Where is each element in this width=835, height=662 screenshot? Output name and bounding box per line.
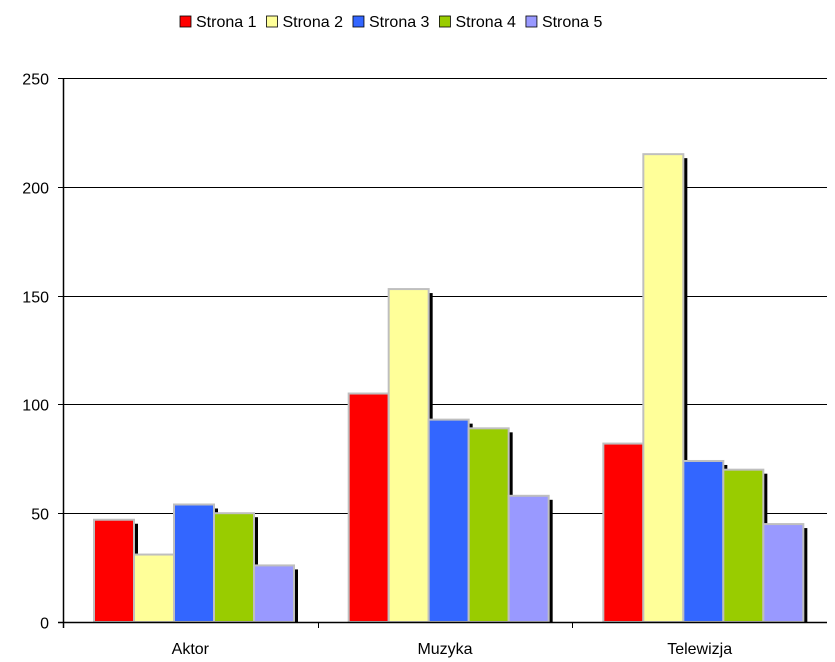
legend-swatch	[352, 15, 365, 28]
bar	[173, 503, 215, 623]
bar	[213, 512, 255, 624]
legend-swatch	[179, 15, 192, 28]
bar	[427, 418, 470, 623]
legend-swatch	[525, 15, 538, 28]
bar	[133, 553, 175, 624]
bar	[253, 564, 295, 624]
legend-swatch	[439, 15, 451, 28]
y-axis-ticks: 0 50 100 150 200 250	[22, 72, 63, 633]
y-tick-label: 200	[22, 181, 49, 198]
bar	[642, 153, 685, 623]
bar	[602, 442, 645, 623]
y-tick-label: 50	[31, 507, 49, 524]
bar	[93, 518, 135, 624]
bar	[467, 427, 510, 623]
legend-label: Strona 4	[455, 14, 516, 31]
x-category-label: Aktor	[172, 641, 210, 658]
legend-label: Strona 1	[196, 14, 257, 31]
legend: Strona 1 Strona 2 Strona 3 Strona 4 Strona 5	[179, 14, 603, 31]
bar	[762, 523, 805, 624]
x-category-label: Muzyka	[417, 641, 472, 658]
bar	[507, 494, 550, 623]
legend-label: Strona 3	[369, 14, 430, 31]
y-tick-label: 100	[22, 398, 49, 415]
legend-label: Strona 5	[542, 14, 603, 31]
legend-swatch	[266, 15, 278, 28]
bar	[347, 392, 390, 623]
bar	[387, 288, 430, 623]
axes	[58, 78, 827, 628]
y-tick-label: 250	[22, 72, 49, 89]
x-category-label: Telewizja	[667, 641, 732, 658]
bars	[93, 153, 808, 624]
y-tick-label: 0	[40, 616, 49, 633]
legend-label: Strona 2	[282, 14, 343, 31]
x-axis-labels: Aktor Muzyka Telewizja	[172, 641, 733, 658]
y-tick-label: 150	[22, 290, 49, 307]
bar	[682, 459, 725, 624]
bar	[722, 468, 765, 623]
